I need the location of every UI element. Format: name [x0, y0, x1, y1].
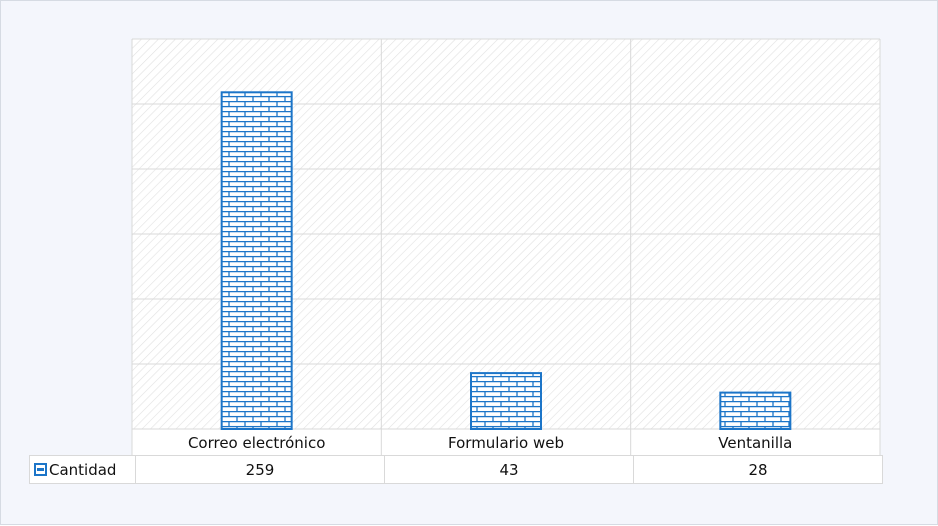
bar-3	[719, 391, 792, 431]
x-tick-label: Correo electrónico	[188, 434, 325, 452]
data-cell: 28	[633, 455, 883, 484]
data-cell: 259	[135, 455, 385, 484]
data-table-row: Cantidad 259 43 28	[29, 455, 883, 484]
legend-key-icon	[34, 462, 47, 476]
series-name-label: Cantidad	[49, 460, 117, 479]
data-table: Cantidad 259 43 28	[29, 455, 883, 484]
bar-2	[470, 372, 542, 431]
bar-1	[220, 91, 293, 431]
x-tick-label: Ventanilla	[718, 434, 792, 452]
data-cell: 43	[384, 455, 634, 484]
x-tick-label: Formulario web	[448, 434, 564, 452]
legend-entry: Cantidad	[29, 455, 136, 484]
